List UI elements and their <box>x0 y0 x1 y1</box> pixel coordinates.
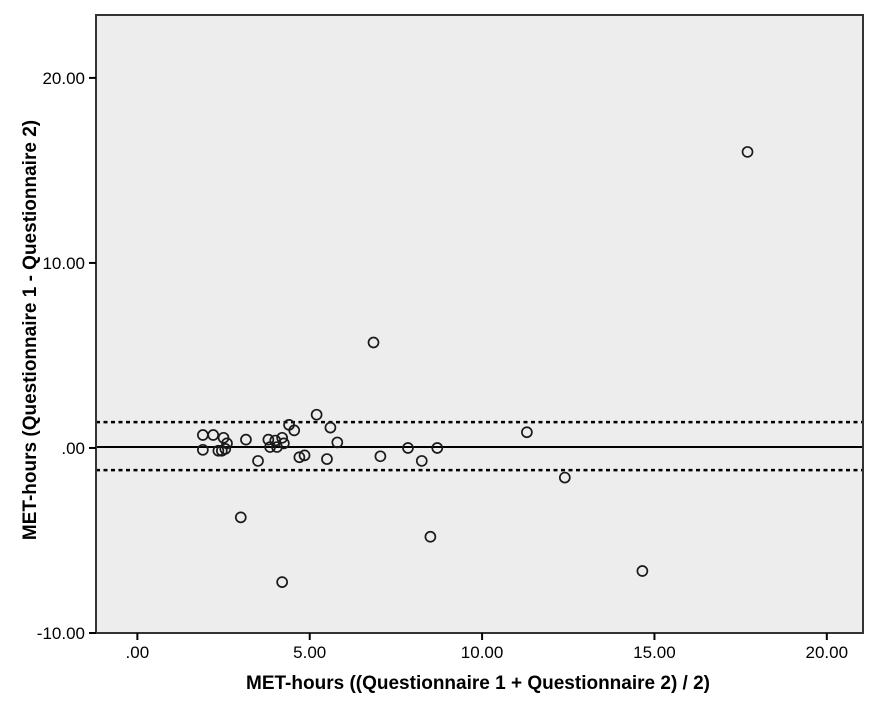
y-tick-label: 10.00 <box>42 254 85 273</box>
data-point <box>331 436 344 449</box>
data-point <box>240 433 252 446</box>
data-point <box>424 530 437 543</box>
y-tick-label: .00 <box>61 439 85 458</box>
plot-frame-layer <box>95 14 864 634</box>
data-point <box>271 441 283 453</box>
data-point <box>741 146 754 158</box>
data-point <box>197 443 209 456</box>
plot-area-background <box>96 15 863 633</box>
data-point <box>278 437 290 450</box>
plot-background-layer <box>96 15 863 633</box>
data-point <box>402 442 414 454</box>
data-point <box>431 442 444 454</box>
x-tick-label: 5.00 <box>293 643 326 662</box>
y-tick-label: 20.00 <box>42 69 85 88</box>
plot-border <box>95 14 864 634</box>
y-tick-label: -10.00 <box>37 624 85 643</box>
data-points-layer <box>197 146 754 588</box>
x-axis-title: MET-hours ((Questionnaire 1 + Questionna… <box>246 673 710 694</box>
data-point <box>521 426 533 439</box>
data-point <box>298 449 311 462</box>
data-point <box>276 576 288 588</box>
data-point <box>636 565 649 577</box>
data-point <box>212 444 225 457</box>
data-point <box>558 471 571 484</box>
data-point <box>374 450 387 463</box>
data-point <box>207 429 220 441</box>
x-tick-label: 20.00 <box>806 643 849 662</box>
data-point <box>324 421 337 434</box>
data-point <box>293 451 306 464</box>
data-point <box>276 431 288 444</box>
data-point <box>415 455 428 467</box>
data-point <box>252 455 264 467</box>
data-point <box>367 336 380 349</box>
data-point <box>288 424 301 437</box>
data-point <box>264 441 276 453</box>
data-point <box>321 453 333 465</box>
data-point <box>262 433 275 446</box>
axis-ticks-layer: .00 5.00 10.00 15.00 20.00 -10.00 .00 10.00 20.0… <box>37 69 848 662</box>
data-point <box>219 443 232 455</box>
x-tick-label: .00 <box>126 643 150 662</box>
x-tick-label: 10.00 <box>461 643 504 662</box>
x-tick-label: 15.00 <box>633 643 676 662</box>
data-point <box>310 408 323 421</box>
y-axis-title: MET-hours (Questionnaire 1 - Questionnai… <box>20 120 41 540</box>
data-point <box>234 511 247 524</box>
